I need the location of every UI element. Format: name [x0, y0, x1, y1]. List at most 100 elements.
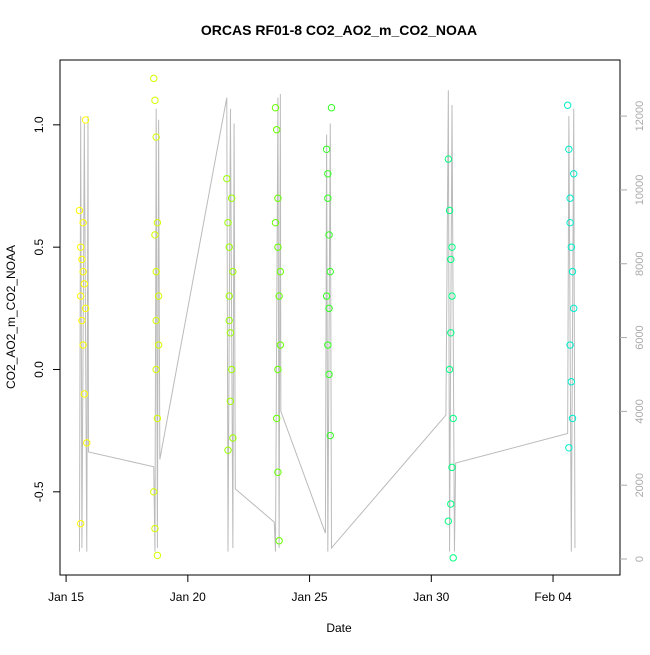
point — [225, 292, 233, 300]
point — [322, 145, 331, 153]
x-axis-label: Date — [326, 621, 352, 635]
y-tick-label: 0.0 — [32, 361, 46, 378]
x-tick-label: Jan 15 — [48, 590, 84, 604]
point — [324, 341, 332, 349]
point — [153, 218, 162, 227]
point — [80, 390, 89, 398]
point — [80, 280, 89, 288]
y-tick-label: 0.5 — [32, 238, 46, 255]
point — [272, 414, 281, 423]
point — [568, 267, 577, 276]
point — [79, 218, 87, 227]
y2-tick-label: 0 — [634, 556, 646, 562]
point — [271, 104, 280, 112]
point — [565, 444, 573, 452]
altitude-line — [78, 90, 576, 552]
point — [152, 133, 160, 141]
y2-tick-label: 8000 — [634, 251, 646, 275]
point — [322, 292, 331, 300]
point — [275, 292, 283, 300]
y2-tick-label: 10000 — [634, 175, 646, 206]
point — [448, 292, 456, 300]
point — [153, 414, 162, 423]
point — [76, 292, 85, 300]
point — [448, 243, 456, 251]
point — [444, 155, 453, 163]
point — [227, 365, 236, 374]
point — [227, 194, 236, 202]
point — [150, 74, 158, 83]
point — [151, 96, 159, 105]
y-tick-label: -0.5 — [32, 481, 46, 502]
point — [83, 439, 91, 447]
point — [76, 243, 85, 251]
point — [324, 170, 332, 178]
point — [223, 174, 231, 183]
chart-title: ORCAS RF01-8 CO2_AO2_m_CO2_NOAA — [201, 22, 477, 38]
point — [226, 397, 235, 405]
point — [326, 267, 334, 276]
point — [568, 414, 577, 423]
point — [225, 316, 233, 325]
point — [448, 463, 456, 472]
point — [274, 194, 282, 202]
point — [78, 316, 86, 325]
point — [567, 243, 576, 251]
point — [447, 255, 455, 264]
point — [327, 104, 336, 112]
point — [152, 267, 160, 276]
point — [274, 365, 282, 374]
point — [566, 194, 574, 202]
point — [325, 231, 333, 239]
point — [226, 329, 235, 337]
point — [570, 170, 578, 178]
point — [274, 468, 282, 476]
point — [79, 341, 87, 349]
point — [449, 554, 457, 562]
point — [445, 206, 454, 215]
point — [152, 316, 160, 325]
point — [151, 231, 159, 239]
point — [565, 145, 573, 153]
point — [567, 378, 576, 386]
y2-tick-label: 4000 — [634, 399, 646, 423]
point — [563, 101, 572, 109]
point — [570, 304, 578, 313]
point — [81, 304, 90, 313]
point — [229, 434, 237, 442]
point — [275, 537, 283, 545]
point — [75, 206, 84, 215]
point — [276, 267, 285, 276]
point — [154, 292, 163, 300]
point — [447, 500, 455, 508]
point — [566, 218, 574, 227]
point — [152, 365, 160, 374]
point — [78, 255, 86, 264]
point — [225, 243, 233, 251]
x-tick-label: Jan 30 — [413, 590, 449, 604]
x-tick-label: Jan 20 — [170, 590, 206, 604]
point — [444, 517, 453, 525]
point — [150, 488, 158, 496]
point — [79, 267, 87, 276]
point — [325, 304, 333, 313]
point — [447, 329, 455, 337]
point — [224, 446, 232, 454]
point — [326, 431, 334, 440]
point — [324, 194, 332, 202]
point — [76, 519, 85, 528]
point — [151, 524, 159, 533]
point — [153, 551, 162, 560]
point — [81, 116, 90, 124]
point — [445, 365, 454, 374]
y-tick-label: 1.0 — [32, 116, 46, 133]
y2-tick-label: 6000 — [634, 325, 646, 349]
plot-frame — [59, 59, 621, 576]
point — [274, 243, 282, 251]
point — [566, 341, 574, 349]
point — [271, 218, 280, 227]
point — [325, 370, 333, 379]
